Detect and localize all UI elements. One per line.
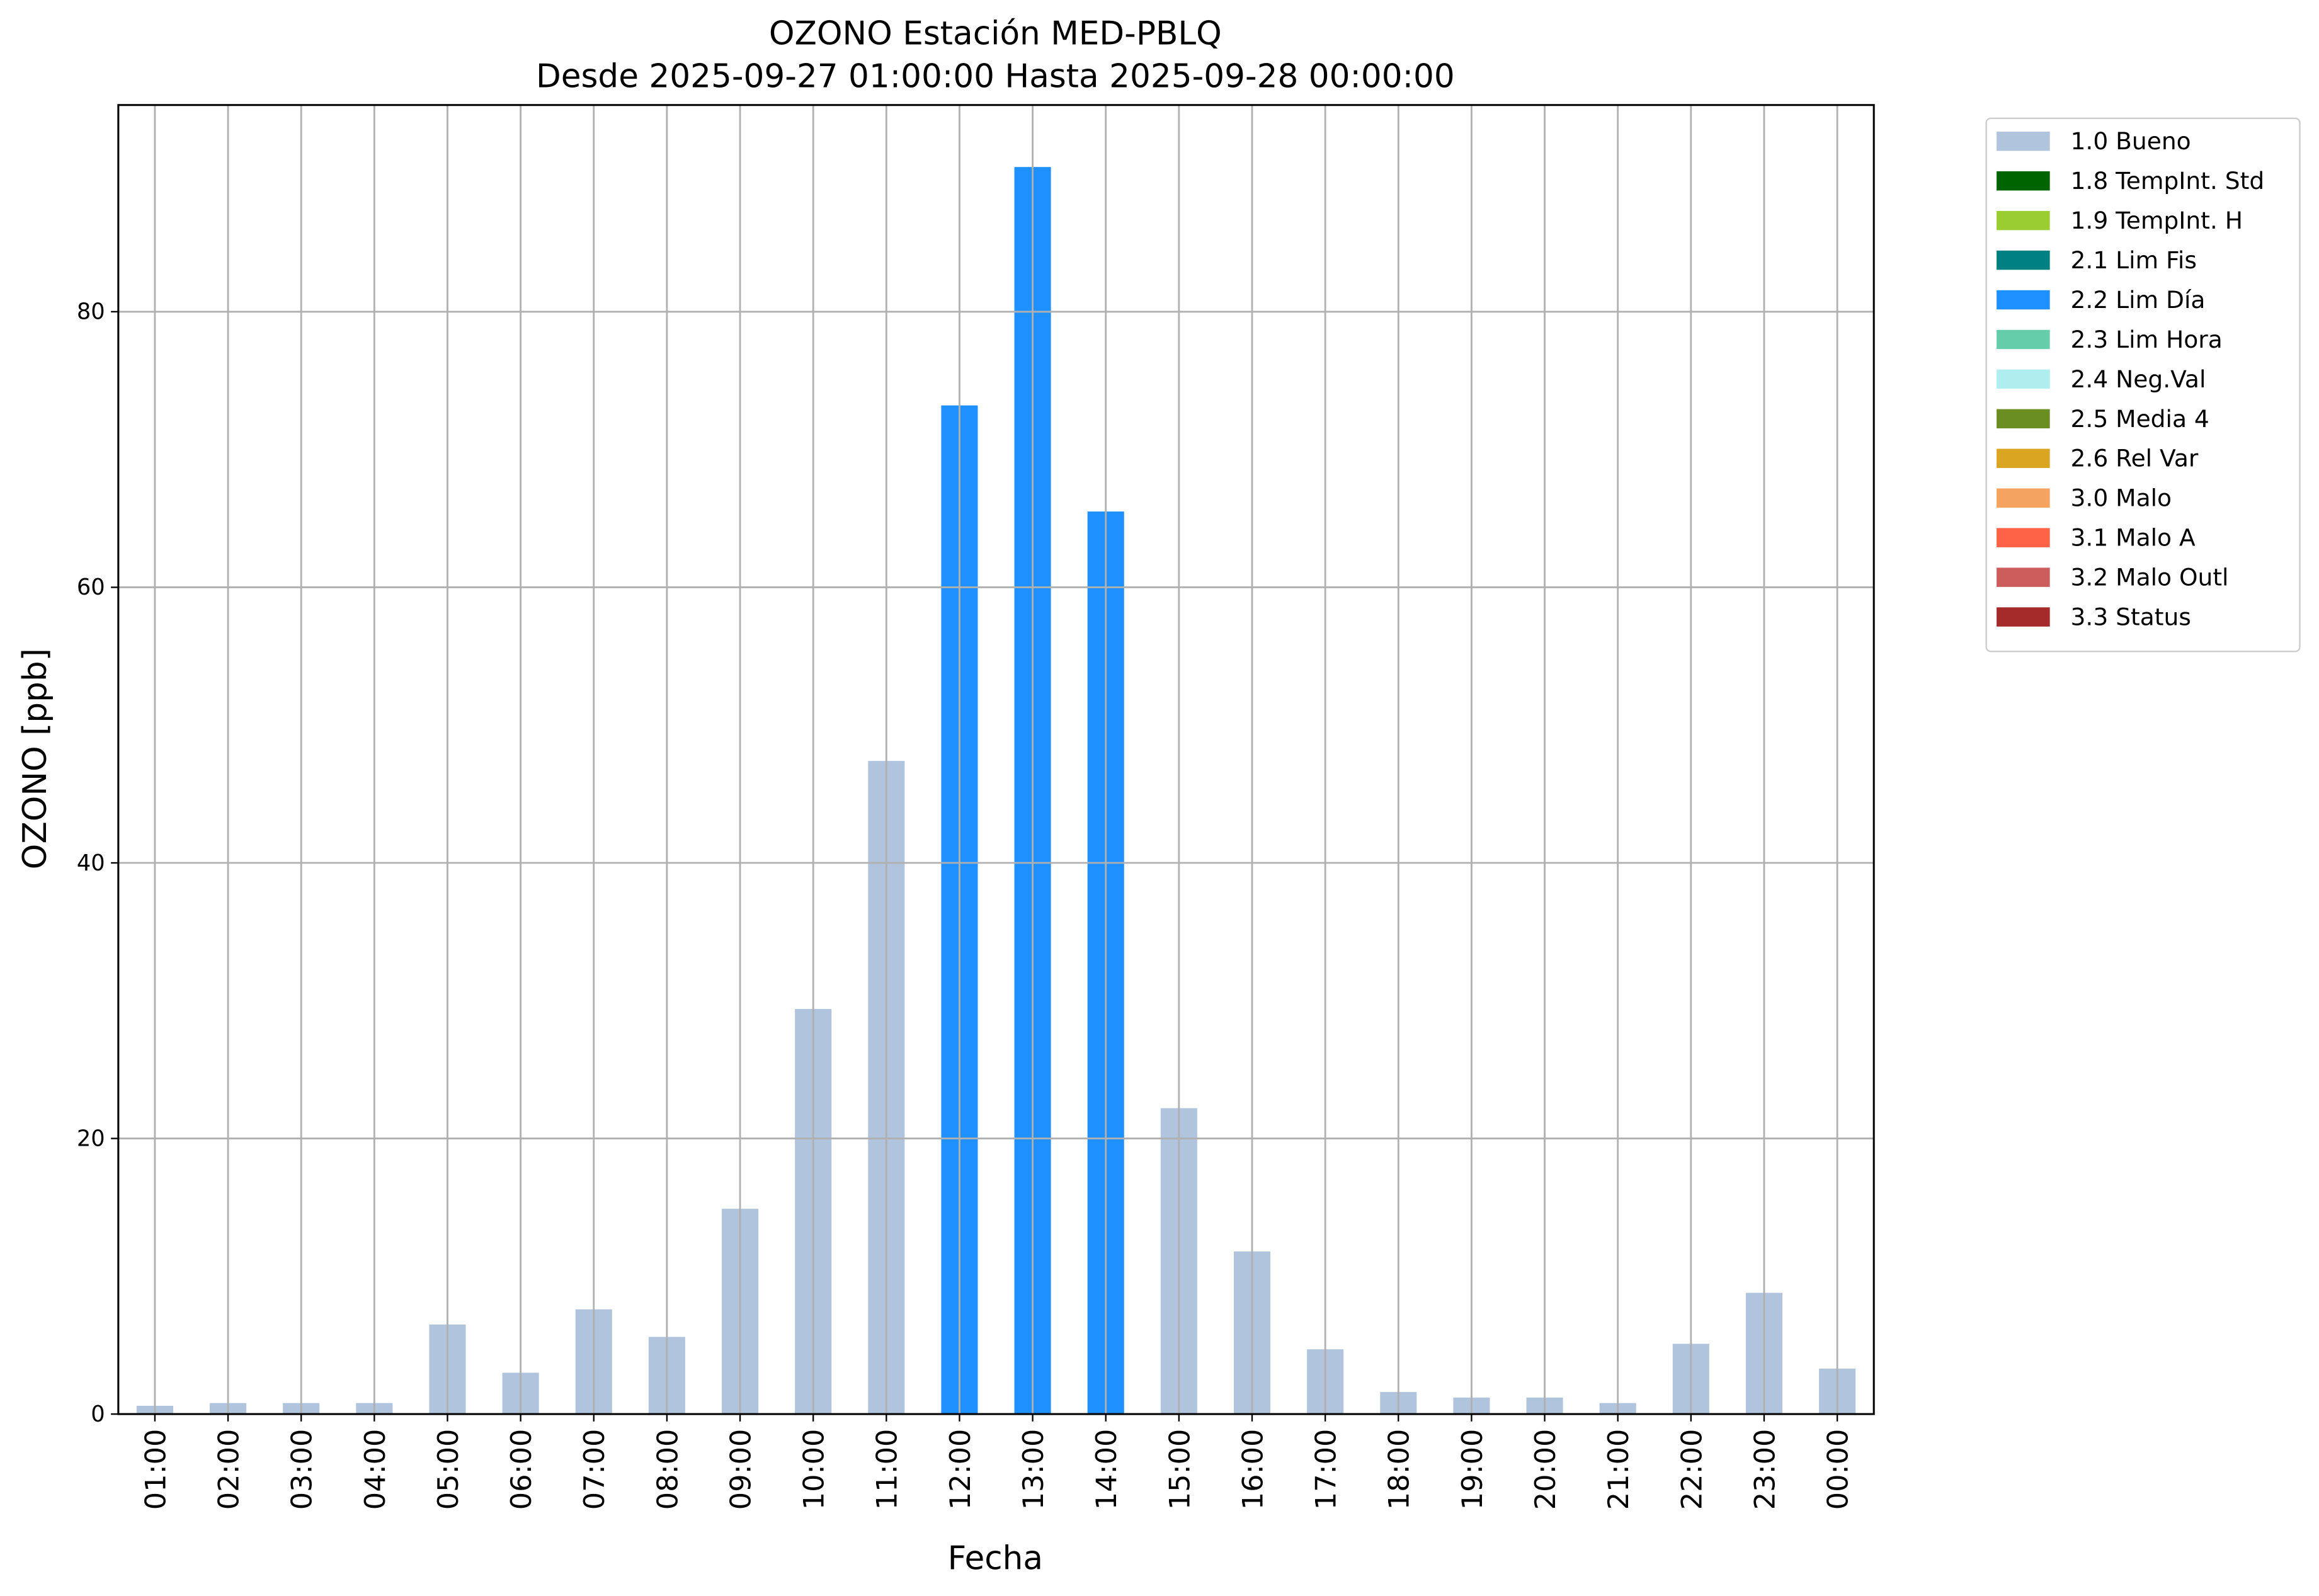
chart-subtitle: Desde 2025-09-27 01:00:00 Hasta 2025-09-… <box>536 58 1455 96</box>
legend-label: 2.5 Media 4 <box>2071 405 2209 433</box>
x-tick-label: 03:00 <box>286 1429 319 1510</box>
legend-swatch <box>1997 607 2050 627</box>
legend-label: 3.0 Malo <box>2071 484 2172 512</box>
legend-frame <box>1985 117 2301 653</box>
x-tick-label: 22:00 <box>1675 1429 1708 1510</box>
x-tick-label: 02:00 <box>213 1429 246 1510</box>
chart-title: OZONO Estación MED-PBLQ <box>769 14 1222 52</box>
x-tick-label: 00:00 <box>1822 1429 1855 1510</box>
x-tick-label: 18:00 <box>1383 1429 1416 1510</box>
legend-swatch <box>1997 409 2050 429</box>
plot-frame <box>117 104 1875 1415</box>
x-tick-label: 11:00 <box>871 1429 904 1510</box>
legend-label: 1.0 Bueno <box>2071 127 2191 155</box>
legend-swatch <box>1997 369 2050 389</box>
legend-label: 2.1 Lim Fis <box>2071 246 2197 274</box>
x-tick-label: 06:00 <box>505 1429 538 1510</box>
x-tick-label: 23:00 <box>1748 1429 1781 1510</box>
y-axis-label: OZONO [ppb] <box>16 648 54 869</box>
x-tick-label: 20:00 <box>1529 1429 1562 1510</box>
legend-label: 2.2 Lim Día <box>2071 286 2206 314</box>
x-axis-label: Fecha <box>948 1540 1043 1578</box>
x-tick-label: 17:00 <box>1310 1429 1343 1510</box>
legend: 1.0 Bueno 1.8 TempInt. Std 1.9 TempInt. H 2… <box>1985 117 2301 653</box>
x-tick-label: 13:00 <box>1017 1429 1050 1510</box>
x-tick-label: 12:00 <box>944 1429 977 1510</box>
legend-label: 2.3 Lim Hora <box>2071 326 2223 353</box>
legend-label: 3.1 Malo A <box>2071 524 2196 552</box>
y-tick-label: 60 <box>77 574 105 600</box>
legend-label: 2.6 Rel Var <box>2071 445 2199 472</box>
legend-swatch <box>1997 528 2050 547</box>
legend-swatch <box>1997 448 2050 469</box>
legend-swatch <box>1997 250 2050 270</box>
legend-label: 3.3 Status <box>2071 603 2191 630</box>
legend-label: 1.8 TempInt. Std <box>2071 167 2265 195</box>
legend-swatch <box>1997 210 2050 231</box>
legend-swatch <box>1997 132 2050 151</box>
x-tick-label: 15:00 <box>1163 1429 1196 1510</box>
x-tick-label: 21:00 <box>1602 1429 1635 1510</box>
legend-label: 2.4 Neg.Val <box>2071 365 2206 393</box>
x-tick-label: 04:00 <box>359 1429 392 1510</box>
y-tick-label: 80 <box>77 299 105 325</box>
x-tick-label: 07:00 <box>578 1429 611 1510</box>
y-tick-label: 40 <box>77 850 105 876</box>
x-tick-label: 09:00 <box>724 1429 757 1510</box>
legend-label: 3.2 Malo Outl <box>2071 564 2229 591</box>
x-tick-label: 19:00 <box>1456 1429 1489 1510</box>
x-tick-label: 16:00 <box>1236 1429 1269 1510</box>
x-tick-label: 05:00 <box>432 1429 465 1510</box>
legend-swatch <box>1997 567 2050 587</box>
legend-swatch <box>1997 488 2050 508</box>
legend-swatch <box>1997 329 2050 350</box>
x-tick-label: 14:00 <box>1090 1429 1123 1510</box>
legend-swatch <box>1997 171 2050 191</box>
legend-swatch <box>1997 290 2050 310</box>
x-tick-label: 10:00 <box>798 1429 831 1510</box>
legend-label: 1.9 TempInt. H <box>2071 207 2243 234</box>
y-tick-label: 0 <box>91 1401 105 1427</box>
x-tick-label: 01:00 <box>139 1429 172 1510</box>
x-tick-label: 08:00 <box>651 1429 684 1510</box>
y-tick-label: 20 <box>77 1126 105 1151</box>
